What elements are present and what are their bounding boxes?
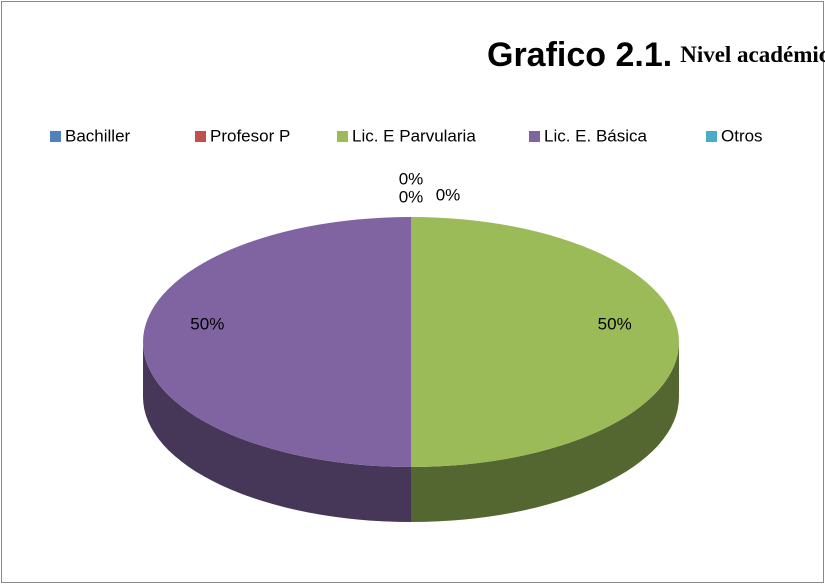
legend-label: Lic. E Parvularia (352, 126, 476, 145)
legend-label: Bachiller (65, 126, 131, 145)
legend-swatch (50, 131, 61, 142)
data-label: 0% (399, 187, 424, 206)
data-label: 50% (190, 314, 224, 333)
chart-title: Grafico 2.1. Nivel académico (487, 36, 825, 74)
data-label: 0% (399, 169, 424, 188)
legend-swatch (195, 131, 206, 142)
title: Grafico 2.1. (487, 36, 672, 74)
legend-swatch (337, 131, 348, 142)
legend-swatch (706, 131, 717, 142)
legend-swatch (529, 131, 540, 142)
legend-label: Otros (721, 126, 763, 145)
data-label: 0% (436, 185, 461, 204)
subtitle: Nivel académico (680, 42, 825, 67)
slice-side (143, 342, 411, 522)
legend-label: Lic. E. Básica (544, 126, 648, 145)
slice-side (411, 342, 679, 522)
slice (143, 217, 411, 467)
data-label: 50% (598, 314, 632, 333)
slice (411, 217, 679, 467)
legend-label: Profesor P (210, 126, 290, 145)
